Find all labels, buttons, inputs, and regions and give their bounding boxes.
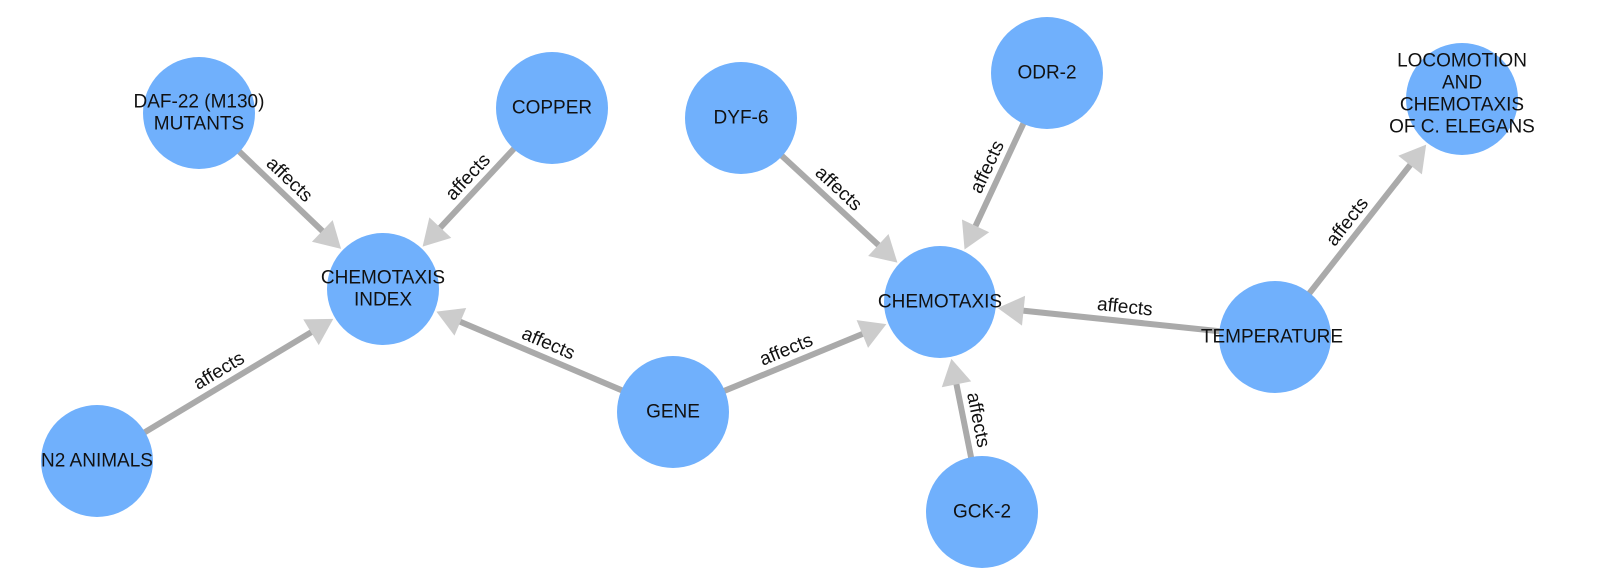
arrowhead-icon bbox=[1398, 144, 1427, 175]
arrowhead-icon bbox=[303, 318, 334, 346]
node-copper[interactable]: COPPER bbox=[496, 52, 608, 164]
node-circle[interactable] bbox=[327, 233, 439, 345]
arrowhead-icon bbox=[422, 217, 452, 247]
arrowhead-icon bbox=[311, 220, 342, 249]
nodes-layer: DAF-22 (M130)MUTANTS COPPER DYF-6 ODR-2 LOCO… bbox=[41, 17, 1535, 568]
edge-line bbox=[719, 330, 866, 395]
node-label: LOCOMOTION bbox=[1397, 51, 1527, 72]
node-circle[interactable] bbox=[1406, 43, 1518, 155]
node-odr2[interactable]: ODR-2 bbox=[991, 17, 1103, 129]
edge-line bbox=[953, 381, 975, 462]
edge-line bbox=[457, 318, 627, 395]
edge-line bbox=[234, 146, 326, 235]
edge-gene-to-chemoindex: affects bbox=[436, 307, 627, 395]
node-circle[interactable] bbox=[884, 246, 996, 358]
edge-line bbox=[1021, 307, 1224, 335]
edge-gck2-to-chemotaxis: affects bbox=[941, 358, 994, 462]
edge-daf22-to-chemoindex: affects bbox=[234, 146, 342, 249]
node-circle[interactable] bbox=[1219, 281, 1331, 393]
node-label: TEMPERATURE bbox=[1201, 327, 1343, 348]
edge-n2-to-chemoindex: affects bbox=[140, 318, 334, 437]
node-daf22[interactable]: DAF-22 (M130)MUTANTS bbox=[134, 57, 265, 169]
edge-temperature-to-chemotaxis: affects bbox=[997, 294, 1224, 335]
node-dyf6[interactable]: DYF-6 bbox=[685, 62, 797, 174]
edge-line bbox=[140, 328, 315, 437]
node-label: CHEMOTAXIS bbox=[1400, 95, 1524, 116]
node-label: OF C. ELEGANS bbox=[1389, 117, 1535, 138]
node-label: INDEX bbox=[354, 290, 412, 311]
edge-dyf6-to-chemotaxis: affects bbox=[777, 151, 898, 263]
node-n2[interactable]: N2 ANIMALS bbox=[41, 405, 153, 517]
edge-line bbox=[971, 118, 1028, 229]
edge-line bbox=[436, 143, 519, 232]
edge-copper-to-chemoindex: affects bbox=[422, 143, 519, 247]
node-label: N2 ANIMALS bbox=[41, 451, 153, 472]
node-circle[interactable] bbox=[617, 356, 729, 468]
arrowhead-icon bbox=[868, 233, 898, 263]
node-label: CHEMOTAXIS bbox=[878, 292, 1002, 313]
node-label: GENE bbox=[646, 402, 700, 423]
node-circle[interactable] bbox=[41, 405, 153, 517]
node-circle[interactable] bbox=[496, 52, 608, 164]
node-circle[interactable] bbox=[926, 456, 1038, 568]
node-label: CHEMOTAXIS bbox=[321, 268, 445, 289]
edge-gene-to-chemotaxis: affects bbox=[719, 320, 887, 395]
arrowhead-icon bbox=[997, 295, 1026, 326]
node-label: GCK-2 bbox=[953, 502, 1011, 523]
node-label: DYF-6 bbox=[714, 108, 769, 129]
edge-temperature-to-locomotion: affects bbox=[1304, 144, 1427, 298]
node-circle[interactable] bbox=[991, 17, 1103, 129]
node-label: ODR-2 bbox=[1017, 63, 1076, 84]
arrowhead-icon bbox=[436, 307, 467, 336]
edge-odr2-to-chemotaxis: affects bbox=[961, 118, 1028, 250]
node-gck2[interactable]: GCK-2 bbox=[926, 456, 1038, 568]
node-circle[interactable] bbox=[143, 57, 255, 169]
node-chemotaxis[interactable]: CHEMOTAXIS bbox=[878, 246, 1002, 358]
edge-line bbox=[1304, 161, 1414, 298]
node-label: AND bbox=[1442, 73, 1482, 94]
edge-line bbox=[777, 151, 882, 249]
node-circle[interactable] bbox=[685, 62, 797, 174]
node-label: MUTANTS bbox=[154, 114, 244, 135]
node-label: COPPER bbox=[512, 98, 592, 119]
node-label: DAF-22 (M130) bbox=[134, 92, 265, 113]
node-temperature[interactable]: TEMPERATURE bbox=[1201, 281, 1343, 393]
node-gene[interactable]: GENE bbox=[617, 356, 729, 468]
arrowhead-icon bbox=[856, 320, 887, 348]
arrowhead-icon bbox=[961, 219, 990, 250]
arrowhead-icon bbox=[941, 358, 972, 388]
